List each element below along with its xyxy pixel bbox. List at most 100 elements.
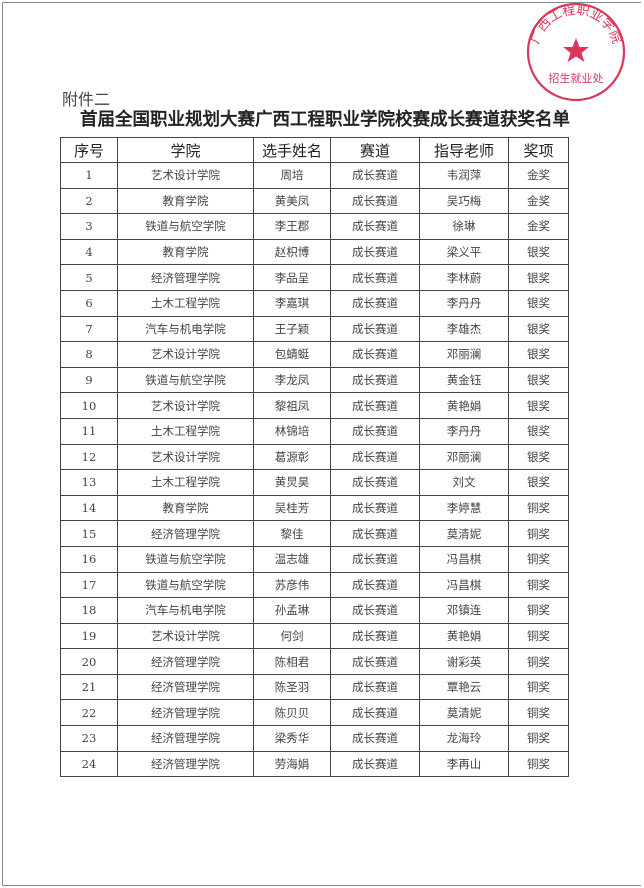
table-cell: 邓镇连 [419, 597, 509, 624]
table-cell: 包蜻蜓 [253, 341, 331, 368]
table-cell: 教育学院 [117, 494, 254, 522]
table-cell: 7 [60, 315, 118, 343]
table-row: 7 汽车与机电学院 王子颖 成长赛道 李雄杰 银奖 [60, 315, 569, 343]
table-cell: 3 [60, 213, 118, 240]
table-cell: 银奖 [508, 392, 569, 419]
table-cell: 银奖 [508, 289, 569, 317]
table-cell: 徐琳 [419, 213, 509, 240]
table-row: 22 经济管理学院 陈贝贝 成长赛道 莫清妮 铜奖 [60, 699, 569, 727]
table-cell: 黄炅昊 [253, 469, 331, 496]
table-cell: 铜奖 [508, 750, 569, 778]
table-cell: 8 [60, 341, 118, 368]
table-cell: 9 [60, 366, 118, 394]
table-cell: 4 [60, 238, 118, 266]
column-header: 指导老师 [419, 137, 509, 163]
table-row: 20 经济管理学院 陈相君 成长赛道 谢彩英 铜奖 [60, 648, 569, 675]
column-header: 学院 [117, 137, 254, 163]
table-cell: 成长赛道 [330, 597, 420, 624]
table-cell: 黎佳 [253, 520, 331, 547]
table-cell: 成长赛道 [330, 673, 420, 701]
table-cell: 孙孟琳 [253, 597, 331, 624]
table-cell: 铁道与航空学院 [117, 571, 254, 599]
table-cell: 吴桂芳 [253, 494, 331, 522]
document-title: 首届全国职业规划大赛广西工程职业学院校赛成长赛道获奖名单 [80, 110, 570, 130]
table-cell: 铜奖 [508, 494, 569, 522]
table-cell: 银奖 [508, 417, 569, 445]
table-cell: 铜奖 [508, 648, 569, 675]
table-cell: 10 [60, 392, 118, 419]
table-cell: 艺术设计学院 [117, 341, 254, 368]
table-cell: 铜奖 [508, 622, 569, 650]
table-cell: 银奖 [508, 315, 569, 343]
column-header: 赛道 [330, 137, 420, 163]
table-cell: 李嘉琪 [253, 289, 331, 317]
attachment-label: 附件二 [62, 90, 111, 109]
table-cell: 韦润萍 [419, 162, 509, 189]
table-cell: 成长赛道 [330, 187, 420, 215]
table-row: 13 土木工程学院 黄炅昊 成长赛道 刘文 银奖 [60, 469, 569, 496]
table-cell: 经济管理学院 [117, 750, 254, 778]
table-cell: 16 [60, 545, 118, 573]
table-row: 9 铁道与航空学院 李龙凤 成长赛道 黄金钰 银奖 [60, 366, 569, 394]
table-cell: 24 [60, 750, 118, 778]
table-row: 4 教育学院 赵枳博 成长赛道 梁义平 银奖 [60, 238, 569, 266]
table-cell: 金奖 [508, 162, 569, 189]
table-cell: 葛源彰 [253, 443, 331, 471]
table-cell: 邓丽澜 [419, 341, 509, 368]
table-cell: 苏彦伟 [253, 571, 331, 599]
table-cell: 铜奖 [508, 597, 569, 624]
table-cell: 14 [60, 494, 118, 522]
table-cell: 艺术设计学院 [117, 443, 254, 471]
table-cell: 铜奖 [508, 673, 569, 701]
table-row: 12 艺术设计学院 葛源彰 成长赛道 邓丽澜 银奖 [60, 443, 569, 471]
table-cell: 梁秀华 [253, 725, 331, 752]
table-cell: 18 [60, 597, 118, 624]
column-header: 奖项 [508, 137, 569, 163]
table-cell: 成长赛道 [330, 545, 420, 573]
table-cell: 成长赛道 [330, 622, 420, 650]
table-cell: 土木工程学院 [117, 417, 254, 445]
table-cell: 经济管理学院 [117, 264, 254, 291]
table-cell: 黎祖凤 [253, 392, 331, 419]
table-row: 21 经济管理学院 陈圣羽 成长赛道 覃艳云 铜奖 [60, 673, 569, 701]
table-cell: 莫清妮 [419, 699, 509, 727]
table-cell: 成长赛道 [330, 648, 420, 675]
table-row: 2 教育学院 黄美凤 成长赛道 吴巧梅 金奖 [60, 187, 569, 215]
table-cell: 覃艳云 [419, 673, 509, 701]
table-cell: 李丹丹 [419, 289, 509, 317]
table-cell: 15 [60, 520, 118, 547]
table-cell: 经济管理学院 [117, 673, 254, 701]
table-cell: 经济管理学院 [117, 725, 254, 752]
table-cell: 汽车与机电学院 [117, 315, 254, 343]
table-cell: 铜奖 [508, 725, 569, 752]
table-cell: 银奖 [508, 443, 569, 471]
table-row: 11 土木工程学院 林锦培 成长赛道 李丹丹 银奖 [60, 417, 569, 445]
table-cell: 20 [60, 648, 118, 675]
table-cell: 成长赛道 [330, 750, 420, 778]
table-cell: 李婷慧 [419, 494, 509, 522]
table-cell: 成长赛道 [330, 315, 420, 343]
table-row: 14 教育学院 吴桂芳 成长赛道 李婷慧 铜奖 [60, 494, 569, 522]
table-cell: 2 [60, 187, 118, 215]
table-cell: 周培 [253, 162, 331, 189]
column-header: 选手姓名 [253, 137, 331, 163]
table-cell: 成长赛道 [330, 213, 420, 240]
table-cell: 土木工程学院 [117, 469, 254, 496]
table-cell: 银奖 [508, 238, 569, 266]
table-cell: 经济管理学院 [117, 648, 254, 675]
table-cell: 陈相君 [253, 648, 331, 675]
table-cell: 成长赛道 [330, 725, 420, 752]
table-cell: 23 [60, 725, 118, 752]
table-cell: 铁道与航空学院 [117, 366, 254, 394]
table-cell: 冯昌棋 [419, 571, 509, 599]
table-cell: 成长赛道 [330, 289, 420, 317]
table-cell: 成长赛道 [330, 417, 420, 445]
table-cell: 5 [60, 264, 118, 291]
table-cell: 铁道与航空学院 [117, 545, 254, 573]
table-cell: 温志雄 [253, 545, 331, 573]
table-row: 23 经济管理学院 梁秀华 成长赛道 龙海玲 铜奖 [60, 725, 569, 752]
table-cell: 冯昌棋 [419, 545, 509, 573]
table-cell: 吴巧梅 [419, 187, 509, 215]
table-cell: 李再山 [419, 750, 509, 778]
